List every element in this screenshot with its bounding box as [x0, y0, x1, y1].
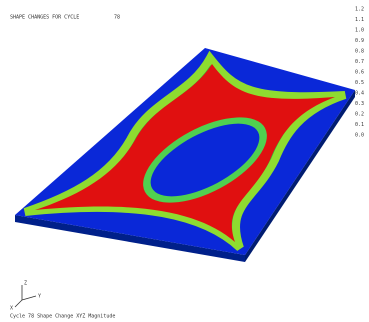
legend-label: 0.9 [355, 38, 364, 44]
x-label: X [10, 306, 13, 312]
page: SHAPE CHANGES FOR CYCLE 78 1.2 1.1 1.0 0.9 0… [0, 0, 369, 322]
legend-label: 1.0 [355, 28, 364, 34]
legend-label: 0.3 [355, 101, 364, 107]
legend-label: 0.8 [355, 49, 364, 55]
title: SHAPE CHANGES FOR CYCLE [10, 15, 79, 21]
y-label: Y [38, 294, 41, 300]
legend-label: 0.1 [355, 122, 364, 128]
cycle-number: 78 [114, 15, 120, 21]
z-label: Z [24, 281, 27, 287]
legend-label: 0.0 [355, 133, 364, 139]
legend-label: 1.1 [355, 17, 364, 23]
legend-label: 0.5 [355, 80, 364, 86]
legend-label: 0.2 [355, 112, 364, 118]
viewport: SHAPE CHANGES FOR CYCLE 78 1.2 1.1 1.0 0.9 0… [0, 0, 369, 322]
legend-label: 0.6 [355, 70, 364, 76]
legend-label: 0.7 [355, 59, 364, 65]
legend-label: 1.2 [355, 7, 364, 13]
caption: Cycle 78 Shape Change XYZ Magnitude [10, 314, 115, 320]
legend-label: 0.4 [355, 91, 364, 97]
